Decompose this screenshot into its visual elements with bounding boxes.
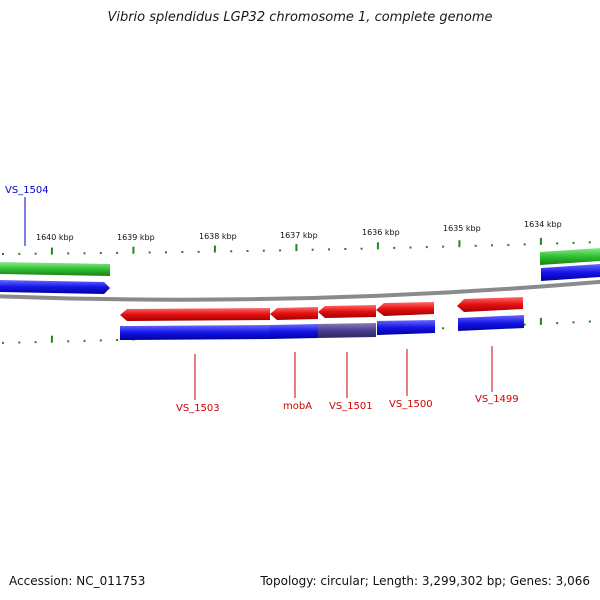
cds-block[interactable] — [120, 325, 270, 340]
accession-text: Accession: NC_011753 — [9, 574, 146, 588]
minor-tick — [34, 252, 37, 255]
minor-tick — [99, 339, 102, 342]
label-leaders — [24, 197, 493, 400]
gene-label-vs-1504[interactable]: VS_1504 — [5, 185, 49, 196]
minor-tick — [18, 341, 21, 344]
minor-tick — [572, 321, 575, 324]
tick-labels: 1640 kbp 1639 kbp 1638 kbp 1637 kbp 1636… — [36, 220, 562, 242]
minor-tick — [67, 252, 70, 255]
cds-block-highlighted[interactable] — [318, 323, 376, 338]
minor-tick — [99, 252, 102, 255]
gene-label-vs-1503[interactable]: VS_1503 — [176, 403, 220, 414]
tick-label: 1637 kbp — [280, 231, 318, 240]
tick-label: 1634 kbp — [524, 220, 562, 229]
major-tick — [132, 246, 135, 254]
minor-tick — [474, 244, 477, 247]
gene-label-vs-1499[interactable]: VS_1499 — [475, 394, 519, 405]
gene-arrow-vs-1503[interactable] — [120, 308, 270, 321]
tick-label: 1639 kbp — [117, 233, 155, 242]
gene-arrow-moba[interactable] — [270, 307, 318, 320]
gene-label-vs-1500[interactable]: VS_1500 — [389, 399, 433, 410]
minor-tick — [83, 339, 86, 342]
major-tick — [213, 245, 216, 253]
minor-tick — [442, 245, 445, 248]
minor-tick — [425, 246, 428, 249]
cds-block[interactable] — [458, 315, 524, 331]
gene-arrow-vs-1501[interactable] — [318, 305, 376, 318]
genome-backbone — [0, 279, 600, 302]
green-track-left[interactable] — [0, 262, 110, 276]
minor-tick — [523, 323, 526, 326]
minor-tick — [311, 248, 314, 251]
green-track-right[interactable] — [540, 248, 600, 265]
minor-tick — [393, 246, 396, 249]
minor-tick — [2, 253, 4, 255]
minor-tick — [556, 242, 559, 245]
tick-label: 1638 kbp — [199, 232, 237, 241]
minor-tick — [67, 340, 70, 343]
minor-tick — [83, 252, 86, 255]
gene-label-vs-1501[interactable]: VS_1501 — [329, 401, 373, 412]
major-tick — [539, 317, 542, 325]
minor-tick — [230, 250, 233, 253]
minor-tick — [116, 339, 119, 341]
gene-labels: VS_1504 VS_1503 mobA VS_1501 VS_1500 VS_… — [5, 185, 519, 414]
minor-tick — [148, 251, 151, 254]
genome-summary-text: Topology: circular; Length: 3,299,302 bp… — [260, 574, 590, 588]
blue-track-right[interactable] — [541, 264, 600, 281]
minor-tick — [279, 249, 282, 252]
minor-tick — [165, 251, 167, 254]
minor-tick — [556, 322, 559, 325]
minor-tick — [116, 251, 119, 254]
outer-ruler — [2, 237, 591, 255]
minor-tick — [491, 244, 493, 247]
minor-tick — [328, 248, 330, 251]
tick-label: 1635 kbp — [443, 224, 481, 233]
minor-tick — [360, 247, 363, 250]
gene-arrow-vs-1504[interactable] — [0, 280, 110, 294]
gene-label-moba[interactable]: mobA — [283, 401, 312, 412]
cds-block[interactable] — [377, 320, 435, 335]
tick-label: 1636 kbp — [362, 228, 400, 237]
gene-arrow-vs-1499[interactable] — [457, 297, 523, 312]
minor-tick — [523, 243, 526, 246]
minor-tick — [262, 249, 265, 252]
major-tick — [458, 240, 461, 248]
minor-tick — [572, 241, 575, 244]
minor-tick — [588, 320, 591, 323]
major-tick — [376, 242, 379, 250]
cds-block[interactable] — [270, 324, 318, 339]
minor-tick — [507, 243, 510, 246]
minor-tick — [588, 241, 591, 244]
major-tick — [50, 335, 53, 343]
gene-arrow-vs-1500[interactable] — [376, 302, 434, 316]
minor-tick — [344, 248, 347, 250]
minor-tick — [18, 252, 21, 255]
map-title: Vibrio splendidus LGP32 chromosome 1, co… — [107, 10, 493, 25]
tick-label: 1640 kbp — [36, 233, 74, 242]
minor-tick — [197, 250, 200, 253]
minor-tick — [442, 327, 445, 330]
minor-tick — [34, 341, 37, 344]
minor-tick — [246, 250, 249, 252]
major-tick — [50, 247, 53, 255]
major-tick — [295, 244, 298, 252]
minor-tick — [409, 246, 412, 249]
minor-tick — [181, 251, 184, 253]
minor-tick — [2, 341, 4, 344]
major-tick — [539, 237, 542, 245]
